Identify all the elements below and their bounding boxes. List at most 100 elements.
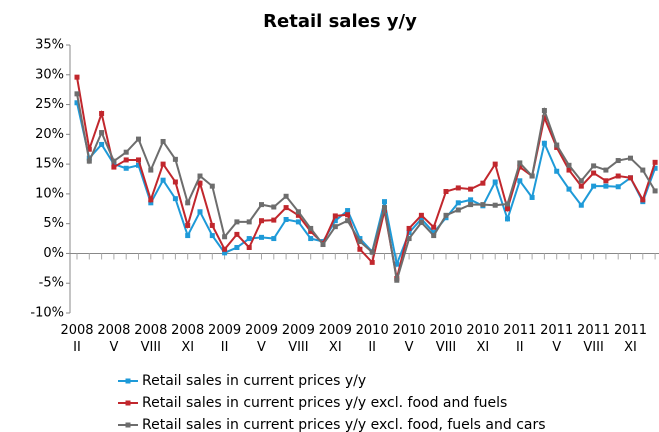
data-point [246,244,252,250]
data-point [283,216,289,222]
data-point [603,183,609,189]
data-point [566,186,572,192]
x-tick-label: 2009 V [244,323,279,355]
data-point [332,224,338,230]
x-tick-label: 2009 II [208,323,242,355]
data-point [271,217,277,223]
y-tick-label: -5% [39,276,64,291]
data-point [222,246,228,252]
data-point [505,201,510,207]
data-point [652,165,658,171]
x-tick-label: 2008 II [60,323,94,355]
x-tick-label: 2008 XI [171,323,205,355]
data-point [628,175,633,181]
chart-title: Retail sales y/y [263,11,417,32]
series-line [76,102,657,268]
data-point [185,200,191,206]
data-point [615,173,621,179]
data-point [123,157,129,163]
x-tick-label: 2008 VIII [134,323,168,355]
data-point [529,194,535,200]
legend-marker [125,378,131,384]
data-point [443,189,449,195]
data-point [369,249,375,255]
data-point [578,183,584,189]
data-point [640,167,646,173]
x-tick-label: 2010 V [392,323,426,355]
data-point [382,199,387,205]
legend-label: Retail sales in current prices y/y [142,373,366,389]
data-point [271,204,277,210]
data-point [394,261,400,267]
data-point [160,138,166,144]
data-point [418,212,424,218]
data-point [591,163,597,169]
data-point [295,219,301,225]
data-point [123,165,129,171]
data-point [591,183,597,189]
data-point [197,180,203,186]
data-point [111,164,117,170]
data-point [640,197,646,203]
data-point [369,259,375,265]
data-point [492,202,498,208]
legend-label: Retail sales in current prices y/y excl.… [142,417,546,432]
data-point [308,225,314,231]
data-point [86,158,92,164]
data-point [283,205,289,211]
data-point [443,212,449,218]
data-point [431,224,437,230]
legend-marker [125,400,131,406]
data-point [111,158,117,164]
data-point [541,115,547,121]
data-point [505,216,510,222]
data-point [99,110,105,116]
data-point [246,219,252,225]
data-point [603,178,609,184]
data-point [172,196,178,202]
data-point [406,236,412,242]
data-point [136,157,141,163]
data-point [628,155,633,161]
data-point [320,242,326,248]
data-point [99,130,105,136]
data-point [468,202,474,208]
data-point [209,222,215,228]
data-point [455,207,461,213]
data-point [197,209,203,215]
data-point [160,161,166,167]
data-point [308,236,314,242]
data-point [480,202,486,208]
data-point [357,236,363,242]
data-point [234,219,240,225]
data-point [222,234,228,240]
x-tick-label: 2009 VIII [281,323,315,355]
data-point [295,212,301,218]
data-point [197,173,203,179]
y-tick-label: 0% [43,246,64,261]
legend-label: Retail sales in current prices y/y excl.… [142,395,507,411]
y-tick-label: 10% [35,186,64,201]
data-point [136,162,141,168]
data-point [308,228,314,234]
data-point [148,167,154,173]
y-tick-label: 5% [43,216,64,231]
x-tick-label: 2009 XI [318,323,352,355]
data-point [283,193,289,199]
data-point [517,164,523,170]
data-point [332,218,338,224]
data-point [332,213,338,219]
data-point [172,156,178,162]
data-point [259,218,264,224]
data-point [234,231,240,237]
data-point [136,136,141,142]
data-point [418,219,424,225]
data-point [480,180,486,186]
data-point [148,197,154,203]
data-point [394,277,400,283]
y-tick-label: 25% [35,97,64,112]
data-point [652,159,658,165]
x-tick-label: 2008 V [97,323,131,355]
